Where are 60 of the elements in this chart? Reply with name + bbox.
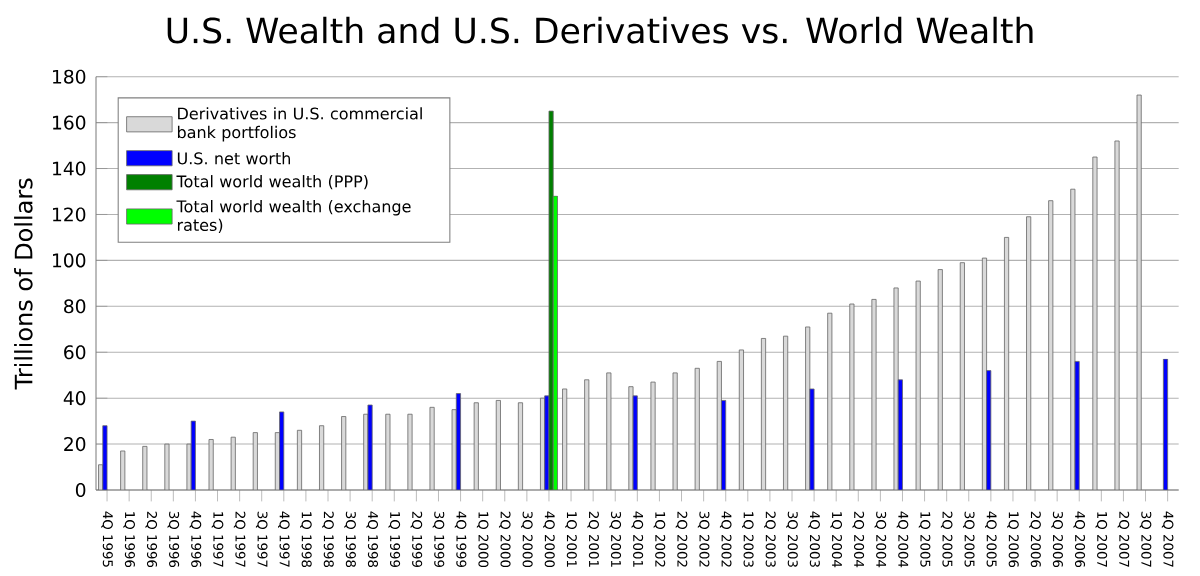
bar	[915, 280, 921, 490]
y-tick-label: 160	[53, 115, 86, 130]
bar	[827, 312, 833, 490]
bar	[102, 424, 108, 490]
bar	[738, 349, 744, 490]
chart-title: U.S. Wealth and U.S. Derivatives vs. World Wealth	[167, 16, 1033, 44]
y-tick-label: 180	[53, 69, 86, 84]
bar	[319, 424, 325, 490]
bar	[120, 450, 126, 490]
y-tick-label: 60	[64, 344, 86, 359]
y-tick-label: 120	[53, 207, 86, 222]
bar	[1026, 215, 1032, 490]
bar	[142, 445, 148, 490]
bar	[1136, 94, 1142, 490]
bar	[279, 411, 285, 490]
bar	[429, 406, 435, 490]
bar	[230, 436, 236, 490]
bar	[252, 431, 258, 490]
y-axis-title: Trillions of Dollars	[14, 178, 33, 390]
bar	[606, 372, 612, 490]
bar	[455, 392, 461, 490]
bar	[1004, 236, 1010, 490]
legend-label: Total world wealth (PPP)	[176, 174, 368, 189]
bar	[650, 381, 656, 490]
bar	[517, 401, 523, 490]
bar	[407, 413, 413, 490]
bar	[1114, 140, 1120, 490]
bar	[849, 303, 855, 490]
bar	[562, 388, 568, 490]
legend-label: Derivatives in U.S. commercial bank portfolios	[177, 106, 422, 141]
bar	[296, 429, 303, 490]
bar	[208, 438, 214, 490]
legend-label: U.S. net worth	[177, 151, 290, 164]
bar	[1162, 358, 1169, 490]
bar	[164, 443, 170, 490]
y-tick-label: 40	[63, 390, 86, 405]
y-tick-label: 20	[64, 436, 86, 451]
bar	[190, 420, 196, 490]
bar	[871, 298, 877, 490]
bar	[495, 399, 501, 490]
bar	[783, 335, 789, 490]
legend-label: Total world wealth (exchange rates)	[176, 199, 411, 233]
bar	[1048, 199, 1054, 490]
bar	[672, 372, 678, 490]
y-tick-label: 80	[64, 298, 86, 313]
bar	[959, 261, 965, 490]
bar	[367, 404, 373, 490]
bar	[341, 415, 347, 490]
bar	[584, 378, 590, 490]
bar	[1070, 188, 1076, 490]
y-tick-label: 100	[53, 252, 86, 268]
bar	[937, 268, 943, 490]
bar	[893, 287, 899, 490]
y-tick-label: 140	[53, 161, 86, 176]
y-tick-label: 0	[75, 482, 86, 497]
bar	[473, 401, 479, 490]
bar	[694, 367, 700, 490]
bar	[1092, 156, 1098, 490]
bar	[385, 413, 391, 490]
bar	[760, 337, 767, 490]
